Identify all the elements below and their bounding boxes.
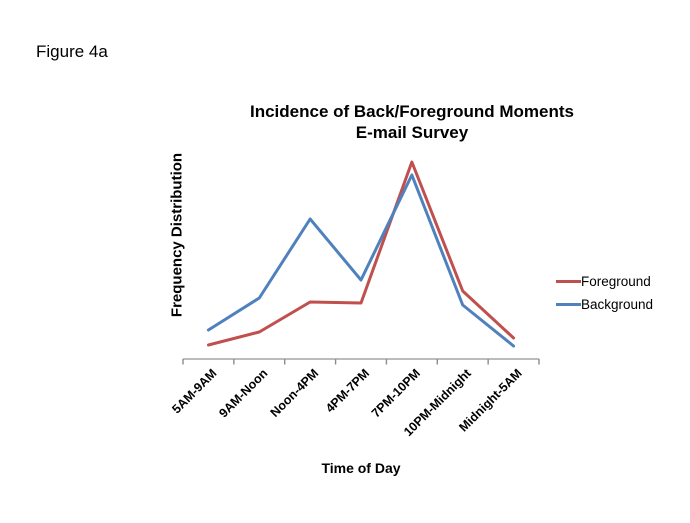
legend: Foreground Background [556,273,653,319]
x-tick-label: Noon-4PM [268,366,322,420]
y-axis-title: Frequency Distribution [168,152,186,318]
x-tick-label: 5AM-9AM [169,366,219,416]
figure-label: Figure 4a [36,42,108,61]
legend-label-foreground: Foreground [581,273,651,289]
x-axis-title: Time of Day [321,460,401,476]
x-tick-label: 4PM-7PM [323,366,372,415]
background-series-line [206,173,516,348]
background-line-swatch [556,302,581,306]
legend-item-foreground: Foreground [556,273,653,289]
x-tick-label: 9AM-Noon [216,366,270,420]
legend-item-background: Background [556,296,653,312]
chart-title-block: Incidence of Back/Foreground Moments E-m… [165,101,659,143]
foreground-line-swatch [556,279,581,283]
foreground-series-line [206,160,516,347]
x-tick-label: 7PM-10PM [369,366,423,420]
chart-title: Incidence of Back/Foreground Moments [250,102,574,121]
legend-label-background: Background [581,296,654,312]
chart-subtitle: E-mail Survey [355,123,469,142]
